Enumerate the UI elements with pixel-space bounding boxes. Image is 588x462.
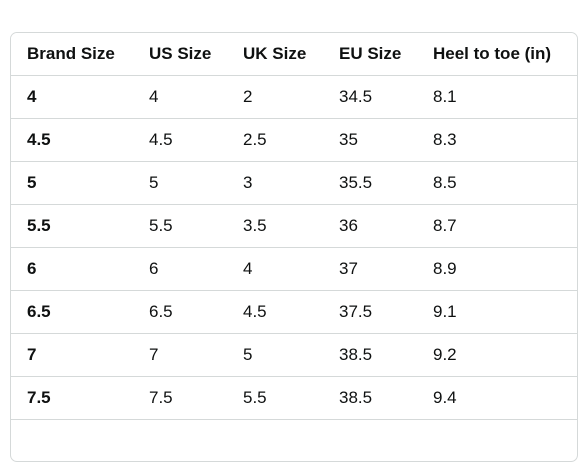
us-size-cell: 5 bbox=[149, 161, 243, 205]
table-row: 6 6 4 37 8.9 bbox=[11, 247, 577, 291]
eu-size-cell: 34.5 bbox=[339, 75, 433, 119]
table-row: 7.5 7.5 5.5 38.5 9.4 bbox=[11, 376, 577, 420]
table-row: 5 5 3 35.5 8.5 bbox=[11, 161, 577, 205]
uk-size-cell: 4 bbox=[243, 247, 339, 291]
table-row: 5.5 5.5 3.5 36 8.7 bbox=[11, 204, 577, 248]
uk-size-cell: 5.5 bbox=[243, 376, 339, 420]
us-size-cell: 4 bbox=[149, 75, 243, 119]
brand-size-cell: 5 bbox=[11, 161, 149, 205]
heel-to-toe-cell: 8.5 bbox=[433, 161, 577, 205]
eu-size-cell: 37 bbox=[339, 247, 433, 291]
uk-size-cell: 3.5 bbox=[243, 204, 339, 248]
heel-to-toe-cell: 9.1 bbox=[433, 290, 577, 334]
eu-size-cell: 38.5 bbox=[339, 333, 433, 377]
size-chart-container: Brand Size US Size UK Size EU Size Heel … bbox=[10, 32, 578, 462]
brand-size-cell: 7 bbox=[11, 333, 149, 377]
table-row: 4.5 4.5 2.5 35 8.3 bbox=[11, 118, 577, 162]
us-size-cell: 4.5 bbox=[149, 118, 243, 162]
table-row: 7 7 5 38.5 9.2 bbox=[11, 333, 577, 377]
header-us-size: US Size bbox=[149, 33, 243, 76]
heel-to-toe-cell: 8.7 bbox=[433, 204, 577, 248]
header-uk-size: UK Size bbox=[243, 33, 339, 76]
heel-to-toe-cell: 9.4 bbox=[433, 376, 577, 420]
header-brand-size: Brand Size bbox=[11, 33, 149, 76]
brand-size-cell: 6 bbox=[11, 247, 149, 291]
header-heel-to-toe: Heel to toe (in) bbox=[433, 33, 577, 76]
us-size-cell: 7.5 bbox=[149, 376, 243, 420]
eu-size-cell: 36 bbox=[339, 204, 433, 248]
eu-size-cell: 37.5 bbox=[339, 290, 433, 334]
eu-size-cell: 35.5 bbox=[339, 161, 433, 205]
uk-size-cell: 2 bbox=[243, 75, 339, 119]
heel-to-toe-cell: 9.2 bbox=[433, 333, 577, 377]
brand-size-cell: 4 bbox=[11, 75, 149, 119]
uk-size-cell: 5 bbox=[243, 333, 339, 377]
heel-to-toe-cell: 8.3 bbox=[433, 118, 577, 162]
uk-size-cell: 2.5 bbox=[243, 118, 339, 162]
uk-size-cell: 4.5 bbox=[243, 290, 339, 334]
size-chart-body: 4 4 2 34.5 8.1 4.5 4.5 2.5 35 8.3 5 5 3 … bbox=[11, 75, 577, 420]
heel-to-toe-cell: 8.9 bbox=[433, 247, 577, 291]
table-row: 4 4 2 34.5 8.1 bbox=[11, 75, 577, 119]
heel-to-toe-cell: 8.1 bbox=[433, 75, 577, 119]
brand-size-cell: 7.5 bbox=[11, 376, 149, 420]
us-size-cell: 7 bbox=[149, 333, 243, 377]
eu-size-cell: 38.5 bbox=[339, 376, 433, 420]
header-eu-size: EU Size bbox=[339, 33, 433, 76]
us-size-cell: 5.5 bbox=[149, 204, 243, 248]
uk-size-cell: 3 bbox=[243, 161, 339, 205]
header-row: Brand Size US Size UK Size EU Size Heel … bbox=[11, 33, 577, 76]
size-chart-header: Brand Size US Size UK Size EU Size Heel … bbox=[11, 33, 577, 76]
brand-size-cell: 6.5 bbox=[11, 290, 149, 334]
brand-size-cell: 4.5 bbox=[11, 118, 149, 162]
size-chart-table: Brand Size US Size UK Size EU Size Heel … bbox=[11, 33, 577, 420]
table-row: 6.5 6.5 4.5 37.5 9.1 bbox=[11, 290, 577, 334]
us-size-cell: 6.5 bbox=[149, 290, 243, 334]
brand-size-cell: 5.5 bbox=[11, 204, 149, 248]
us-size-cell: 6 bbox=[149, 247, 243, 291]
eu-size-cell: 35 bbox=[339, 118, 433, 162]
